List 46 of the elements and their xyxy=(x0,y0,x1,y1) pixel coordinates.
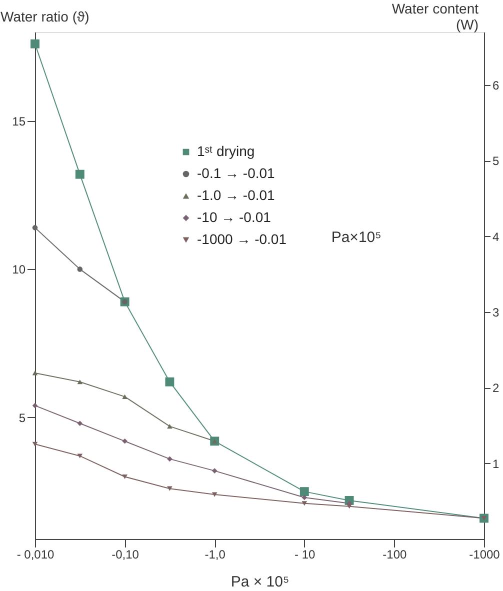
y2-tick-label: 4 xyxy=(492,230,500,244)
point xyxy=(30,39,40,48)
point xyxy=(77,454,83,458)
point xyxy=(77,420,83,426)
x-tick-label: -1000 xyxy=(469,548,500,562)
x-tick-label: - 0,010 xyxy=(16,548,55,562)
point xyxy=(32,225,38,230)
point xyxy=(122,474,128,480)
legend-label: -1000 → -0.01 xyxy=(197,231,287,247)
point xyxy=(77,380,83,384)
y-tick-label: 10 xyxy=(12,262,26,277)
point xyxy=(165,377,174,386)
y-tick-label: 5 xyxy=(18,410,26,425)
x-axis-title: Pa × 10⁵ xyxy=(230,574,290,590)
y2-tick-label: 5 xyxy=(492,154,500,168)
point xyxy=(122,438,128,444)
point xyxy=(122,394,128,399)
x-tick-label: -1,0 xyxy=(204,548,226,562)
point xyxy=(302,501,308,506)
point xyxy=(75,170,84,179)
point xyxy=(346,504,352,509)
point xyxy=(167,456,172,462)
y2-tick-label: 6 xyxy=(492,78,500,92)
y-tick-label: 15 xyxy=(12,114,26,128)
point xyxy=(77,266,83,272)
y2-axis-title: Water content (W) xyxy=(392,0,479,32)
legend-label: -10 → -0.01 xyxy=(197,209,272,225)
x-tick-label: -0,10 xyxy=(112,548,140,562)
legend-label: -1.0 → -0.01 xyxy=(197,187,276,203)
x-tick-label: -100 xyxy=(382,548,408,562)
point xyxy=(32,442,38,446)
point xyxy=(167,424,172,429)
legend-label: -0.1 → -0.01 xyxy=(197,165,276,181)
point xyxy=(32,370,38,376)
y2-tick-label: 2 xyxy=(492,381,500,396)
point xyxy=(212,492,218,497)
point xyxy=(212,468,218,474)
point xyxy=(32,402,38,408)
y2-tick-label: 1 xyxy=(492,456,500,471)
x-tick-label: - 10 xyxy=(294,548,316,562)
legend-label: 1ˢᵗ drying xyxy=(197,143,255,159)
y2-tick-label: 3 xyxy=(492,305,500,320)
point xyxy=(167,486,172,491)
y-axis-title: Water ratio (ϑ) xyxy=(0,8,90,24)
annotation: Pa×10⁵ xyxy=(331,229,382,246)
point xyxy=(302,494,308,500)
